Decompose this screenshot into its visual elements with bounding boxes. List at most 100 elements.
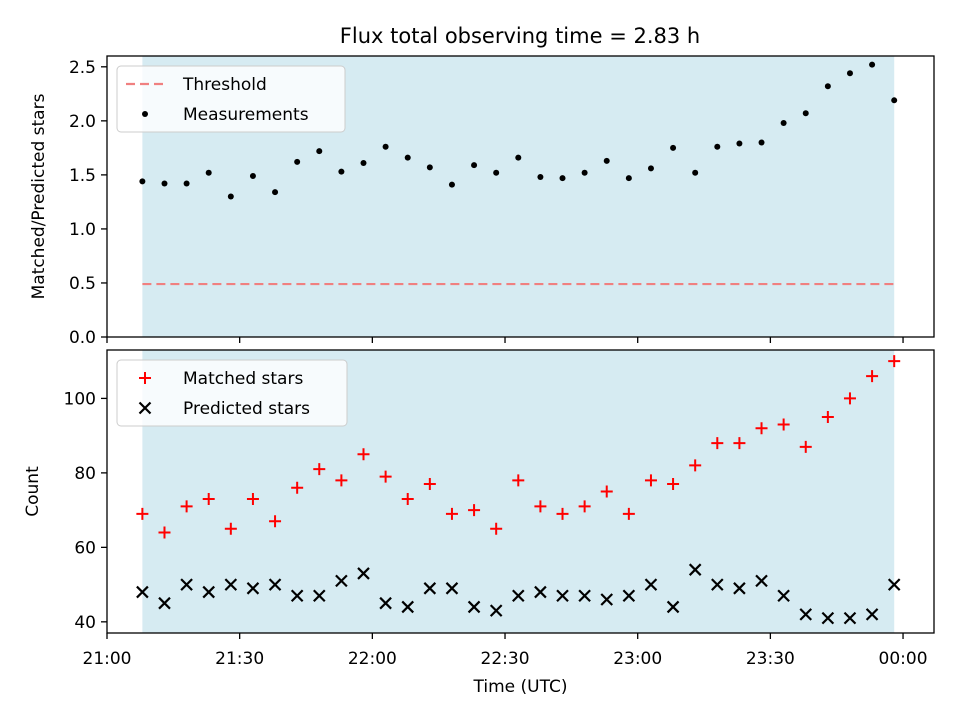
matched-star-point: [246, 492, 259, 505]
matched-star-point: [578, 500, 591, 513]
xtick-label: 21:30: [215, 649, 264, 669]
matched-star-point: [136, 507, 149, 520]
measurement-point: [736, 140, 743, 147]
measurement-point: [647, 165, 654, 172]
bottom-ytick-label: 60: [74, 538, 96, 558]
bottom-legend: Matched stars Predicted stars: [116, 359, 348, 427]
xlabel: Time (UTC): [473, 677, 568, 697]
matched-star-point: [866, 370, 879, 383]
measurement-point: [559, 175, 566, 182]
predicted-star-point: [357, 567, 370, 580]
matched-star-point: [379, 470, 392, 483]
matched-star-point: [357, 448, 370, 461]
matched-star-point: [689, 459, 702, 472]
matched-star-point: [445, 507, 458, 520]
measurement-point: [448, 181, 455, 188]
measurement-point: [603, 157, 610, 164]
measurement-point: [714, 143, 721, 150]
legend-matched-swatch: [139, 372, 151, 384]
predicted-star-point: [313, 589, 326, 603]
measurement-point: [625, 175, 632, 182]
predicted-star-point: [865, 608, 879, 621]
bottom-legend-box: [116, 359, 348, 427]
measurement-point: [869, 61, 876, 68]
measurement-point: [891, 97, 898, 104]
matched-star-point: [224, 522, 237, 535]
measurement-point: [360, 159, 367, 166]
predicted-star-point: [821, 611, 835, 625]
predicted-star-point: [622, 589, 636, 603]
legend-predicted-swatch: [138, 401, 152, 415]
bottom-ytick-label: 100: [64, 389, 96, 409]
predicted-star-point: [158, 596, 171, 610]
xtick-label: 21:00: [83, 649, 132, 669]
predicted-star-point: [688, 563, 702, 576]
top-ytick-label: 1.0: [69, 220, 96, 240]
matched-star-point: [733, 437, 746, 450]
bottom-ytick-label: 40: [74, 613, 96, 633]
measurement-point: [183, 180, 190, 187]
predicted-star-point: [755, 574, 768, 588]
matched-star-point: [313, 463, 326, 476]
measurement-point: [426, 164, 433, 171]
matched-star-point: [600, 485, 613, 498]
measurement-point: [382, 143, 389, 150]
matched-star-point: [490, 522, 503, 535]
bottom-axes-frame: [106, 349, 935, 634]
matched-star-point: [423, 478, 436, 491]
predicted-star-point: [379, 596, 392, 610]
predicted-star-point: [733, 582, 746, 595]
bottom-ytick-label: 80: [74, 464, 96, 484]
chart-title: Flux total observing time = 2.83 h: [340, 24, 700, 48]
predicted-star-point: [666, 600, 680, 614]
measurement-point: [802, 110, 809, 117]
predicted-star-point: [711, 578, 724, 591]
predicted-star-point: [512, 589, 525, 603]
measurement-point: [581, 169, 588, 176]
measurement-point: [846, 70, 853, 77]
xtick-label: 00:00: [879, 649, 928, 669]
legend-measurement-swatch: [142, 111, 148, 117]
predicted-star-point: [136, 585, 149, 599]
measurement-point: [139, 178, 146, 185]
predicted-star-point: [534, 585, 547, 599]
bottom-legend-label: Matched stars: [183, 369, 303, 389]
measurement-point: [161, 180, 168, 187]
matched-star-point: [180, 500, 193, 513]
predicted-star-point: [290, 589, 304, 603]
matched-star-point: [534, 500, 547, 513]
matched-star-point: [622, 507, 635, 520]
top-legend: Threshold Measurements: [116, 65, 346, 133]
predicted-star-point: [224, 578, 238, 591]
matched-star-point: [711, 437, 724, 450]
predicted-star-point: [335, 574, 348, 588]
top-axes-frame: [106, 55, 935, 338]
matched-star-point: [755, 422, 768, 435]
measurement-point: [824, 83, 831, 90]
predicted-star-point: [887, 578, 901, 591]
top-ylabel: Matched/Predicted stars: [29, 93, 49, 299]
top-legend-label: Threshold: [182, 75, 267, 95]
matched-star-point: [158, 526, 171, 539]
predicted-star-point: [556, 589, 569, 603]
matched-star-point: [644, 474, 657, 487]
matched-star-point: [667, 478, 680, 491]
measurement-point: [493, 169, 500, 176]
matched-star-point: [843, 392, 856, 405]
measurement-point: [515, 154, 522, 161]
predicted-star-point: [180, 578, 193, 591]
predicted-star-point: [843, 611, 857, 625]
top-legend-box: [116, 65, 346, 133]
measurement-point: [780, 120, 787, 127]
measurement-point: [537, 174, 544, 181]
top-legend-label: Measurements: [183, 105, 309, 125]
measurement-point: [338, 168, 345, 175]
measurement-point: [758, 139, 765, 146]
predicted-star-point: [401, 600, 415, 614]
matched-star-point: [468, 504, 481, 517]
matched-star-point: [821, 411, 834, 424]
measurement-point: [316, 148, 323, 155]
measurement-point: [227, 193, 234, 200]
measurement-point: [205, 169, 212, 176]
